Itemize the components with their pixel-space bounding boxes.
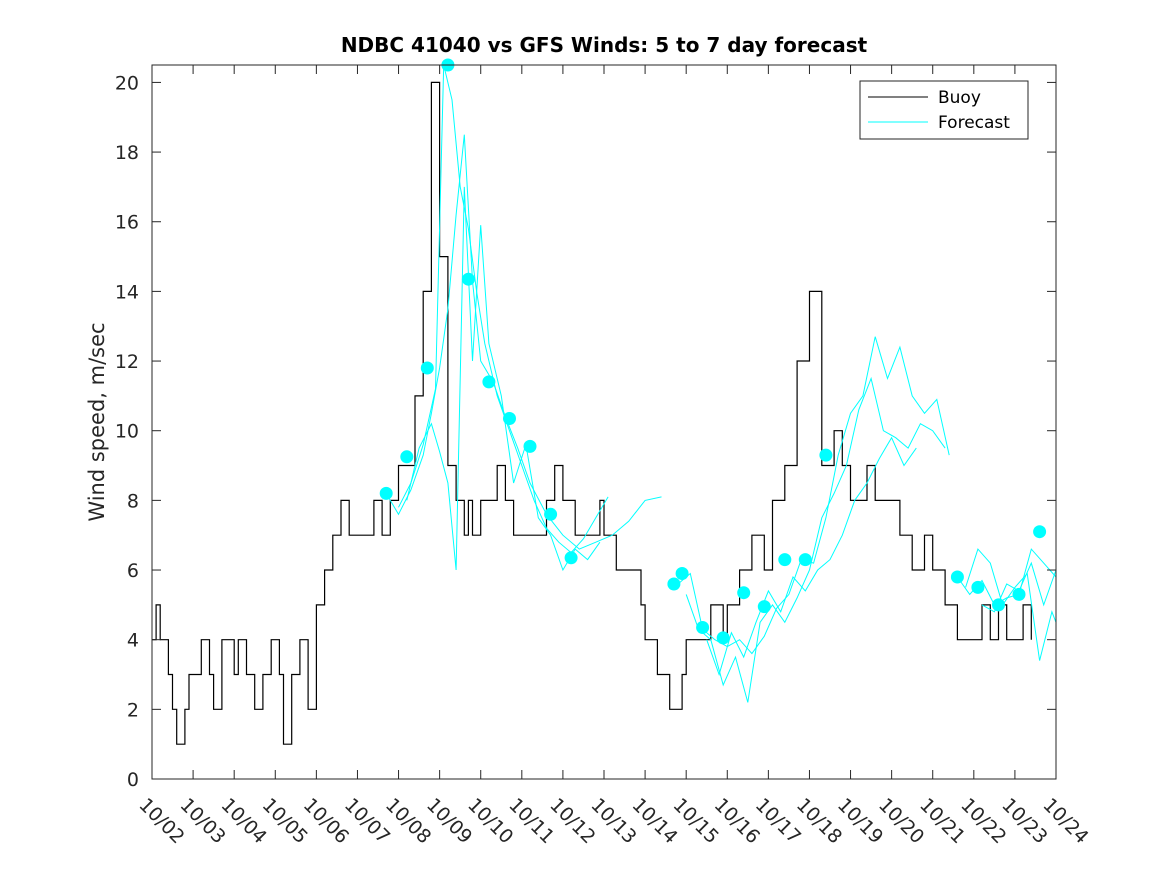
series-forecast-line bbox=[398, 64, 609, 554]
series-forecast-line bbox=[706, 436, 917, 677]
forecast-marker bbox=[420, 361, 434, 375]
forecast-marker bbox=[950, 570, 964, 584]
forecast-marker bbox=[544, 507, 558, 521]
legend: Buoy Forecast bbox=[859, 80, 1029, 140]
y-tick-label: 0 bbox=[127, 769, 139, 791]
forecast-marker bbox=[461, 272, 475, 286]
y-axis-label: Wind speed, m/sec bbox=[85, 322, 109, 521]
forecast-marker bbox=[971, 580, 985, 594]
forecast-marker bbox=[716, 631, 730, 645]
legend-label-forecast: Forecast bbox=[938, 113, 1010, 133]
forecast-marker bbox=[503, 412, 516, 425]
y-tick-label: 2 bbox=[127, 699, 139, 721]
forecast-marker bbox=[757, 600, 771, 614]
y-tick-label: 20 bbox=[115, 72, 139, 94]
forecast-marker bbox=[482, 375, 496, 389]
series-forecast-line bbox=[965, 548, 1057, 661]
y-tick-label: 16 bbox=[115, 212, 139, 234]
forecast-marker bbox=[523, 439, 537, 453]
y-tick-label: 10 bbox=[115, 421, 139, 443]
forecast-marker bbox=[400, 450, 414, 464]
series-forecast-line bbox=[685, 376, 946, 703]
legend-box bbox=[859, 80, 1029, 140]
forecast-marker bbox=[667, 577, 681, 591]
forecast-marker bbox=[379, 486, 393, 500]
chart-title: NDBC 41040 vs GFS Winds: 5 to 7 day fore… bbox=[341, 33, 868, 57]
series-forecast-line bbox=[406, 186, 601, 572]
forecast-marker bbox=[675, 567, 689, 580]
y-axis: 0 2 4 6 8 10 12 14 16 18 20 bbox=[115, 72, 1056, 791]
y-tick-label: 6 bbox=[127, 560, 139, 582]
forecast-marker bbox=[1033, 525, 1047, 539]
forecast-markers bbox=[379, 58, 1047, 645]
forecast-marker bbox=[992, 598, 1005, 612]
y-tick-label: 18 bbox=[115, 142, 139, 164]
y-tick-label: 14 bbox=[115, 281, 139, 303]
y-tick-label: 12 bbox=[115, 351, 139, 373]
y-tick-label: 4 bbox=[127, 630, 139, 652]
legend-label-buoy: Buoy bbox=[938, 88, 981, 108]
forecast-marker bbox=[696, 621, 710, 634]
y-tick-label: 8 bbox=[127, 490, 139, 512]
series-buoy-line bbox=[152, 81, 1032, 745]
forecast-marker bbox=[1012, 587, 1026, 601]
plot-area bbox=[152, 65, 1056, 779]
forecast-marker bbox=[819, 448, 833, 462]
forecast-marker bbox=[737, 586, 751, 600]
forecast-marker bbox=[564, 551, 578, 565]
forecast-marker bbox=[778, 553, 792, 567]
forecast-marker bbox=[798, 553, 812, 567]
